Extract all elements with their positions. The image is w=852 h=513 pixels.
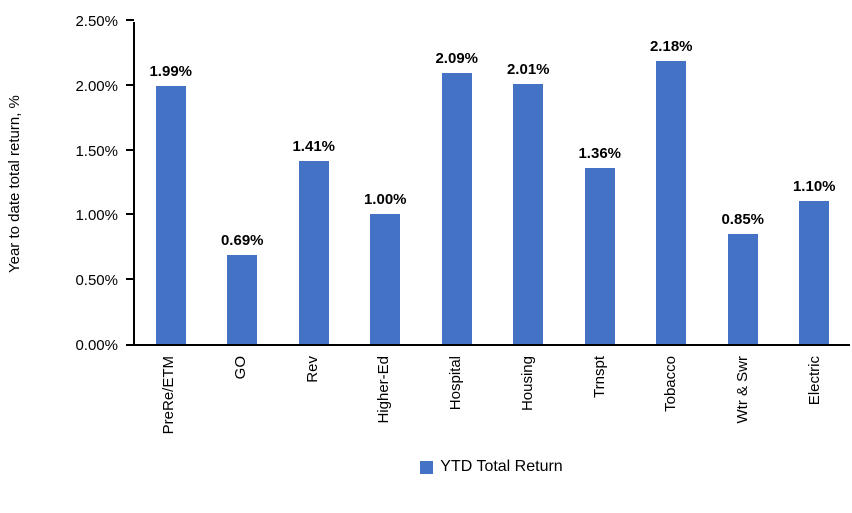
x-axis-label: Tobacco [662, 356, 680, 412]
x-axis-label-cell: Wtr & Swr [707, 356, 779, 456]
bar-slot: 2.09% [421, 50, 493, 344]
y-axis: 0.00% 0.50% 1.00% 1.50% 2.00% 2.50% [0, 13, 118, 354]
x-axis-label-cell: Electric [778, 356, 850, 456]
y-tick-label: 0.50% [75, 272, 118, 290]
x-axis-label: Trnspt [590, 356, 608, 398]
bar-data-label: 0.69% [220, 231, 264, 249]
legend-entry: YTD Total Return [420, 458, 563, 476]
x-axis-label: Housing [518, 356, 536, 412]
bar-data-label: 1.99% [149, 63, 193, 81]
bar-slot: 1.41% [278, 138, 350, 344]
y-tick-label: 1.00% [75, 207, 118, 225]
x-axis-label-cell: Housing [492, 356, 564, 456]
y-tick-mark [126, 213, 134, 216]
bar-slot: 1.36% [564, 145, 636, 344]
x-axis-label: Hospital [447, 356, 465, 411]
y-tick-label: 0.00% [75, 337, 118, 354]
x-axis-label: Higher-Ed [375, 356, 393, 424]
bar-data-label: 2.01% [506, 60, 550, 78]
bar-data-label: 0.85% [721, 210, 765, 228]
y-tick-label: 1.50% [75, 142, 118, 160]
bar-data-label: 1.10% [792, 178, 836, 196]
x-axis-label: PreRe/ETM [160, 356, 178, 435]
y-tick-mark [126, 83, 134, 86]
bar [656, 61, 687, 344]
x-axis: PreRe/ETM GO Rev Higher-Ed Hospital Housing Tr… [133, 356, 850, 456]
legend: YTD Total Return [133, 458, 850, 476]
bar-slot: 1.10% [779, 178, 851, 344]
plot-area: 1.99% 0.69% 1.41% 1.00% 2.09% 2.01% 1.36% 2.18%… [126, 19, 851, 346]
bar-slot: 2.01% [493, 61, 565, 344]
bar-data-label: 2.18% [649, 38, 693, 56]
x-axis-label: Wtr & Swr [733, 356, 751, 424]
x-axis-label-cell: Hospital [420, 356, 492, 456]
y-tick-mark [126, 148, 134, 151]
bar [727, 233, 758, 344]
x-axis-label-cell: Tobacco [635, 356, 707, 456]
bar-slot: 1.99% [135, 63, 207, 344]
bar [513, 83, 544, 344]
x-axis-label-cell: Higher-Ed [348, 356, 420, 456]
x-axis-label-cell: GO [205, 356, 277, 456]
bar [227, 254, 258, 344]
y-tick-mark [126, 278, 134, 281]
x-axis-label: Rev [303, 356, 321, 383]
bar [441, 73, 472, 344]
bar [799, 201, 830, 344]
x-axis-label-cell: Rev [276, 356, 348, 456]
y-tick-label: 2.00% [75, 77, 118, 95]
bar-slot: 0.69% [207, 232, 279, 344]
x-axis-label-cell: PreRe/ETM [133, 356, 205, 456]
x-axis-label: Electric [805, 356, 823, 406]
bar-data-label: 1.00% [363, 191, 407, 209]
bar-slot: 0.85% [707, 211, 779, 344]
x-axis-label-cell: Trnspt [563, 356, 635, 456]
bar [298, 161, 329, 344]
bar-slot: 1.00% [350, 191, 422, 344]
bar-data-label: 1.41% [292, 138, 336, 156]
x-axis-label: GO [232, 356, 250, 380]
bar [370, 214, 401, 344]
bar-data-label: 2.09% [435, 50, 479, 68]
y-tick-mark [126, 344, 134, 346]
y-tick-label: 2.50% [75, 13, 118, 30]
legend-swatch [420, 460, 434, 474]
bar-data-label: 1.36% [578, 144, 622, 162]
y-tick-mark [126, 19, 134, 21]
bar-slot: 2.18% [636, 38, 708, 344]
bar [155, 86, 186, 344]
bar [584, 167, 615, 344]
legend-label: YTD Total Return [440, 458, 563, 475]
